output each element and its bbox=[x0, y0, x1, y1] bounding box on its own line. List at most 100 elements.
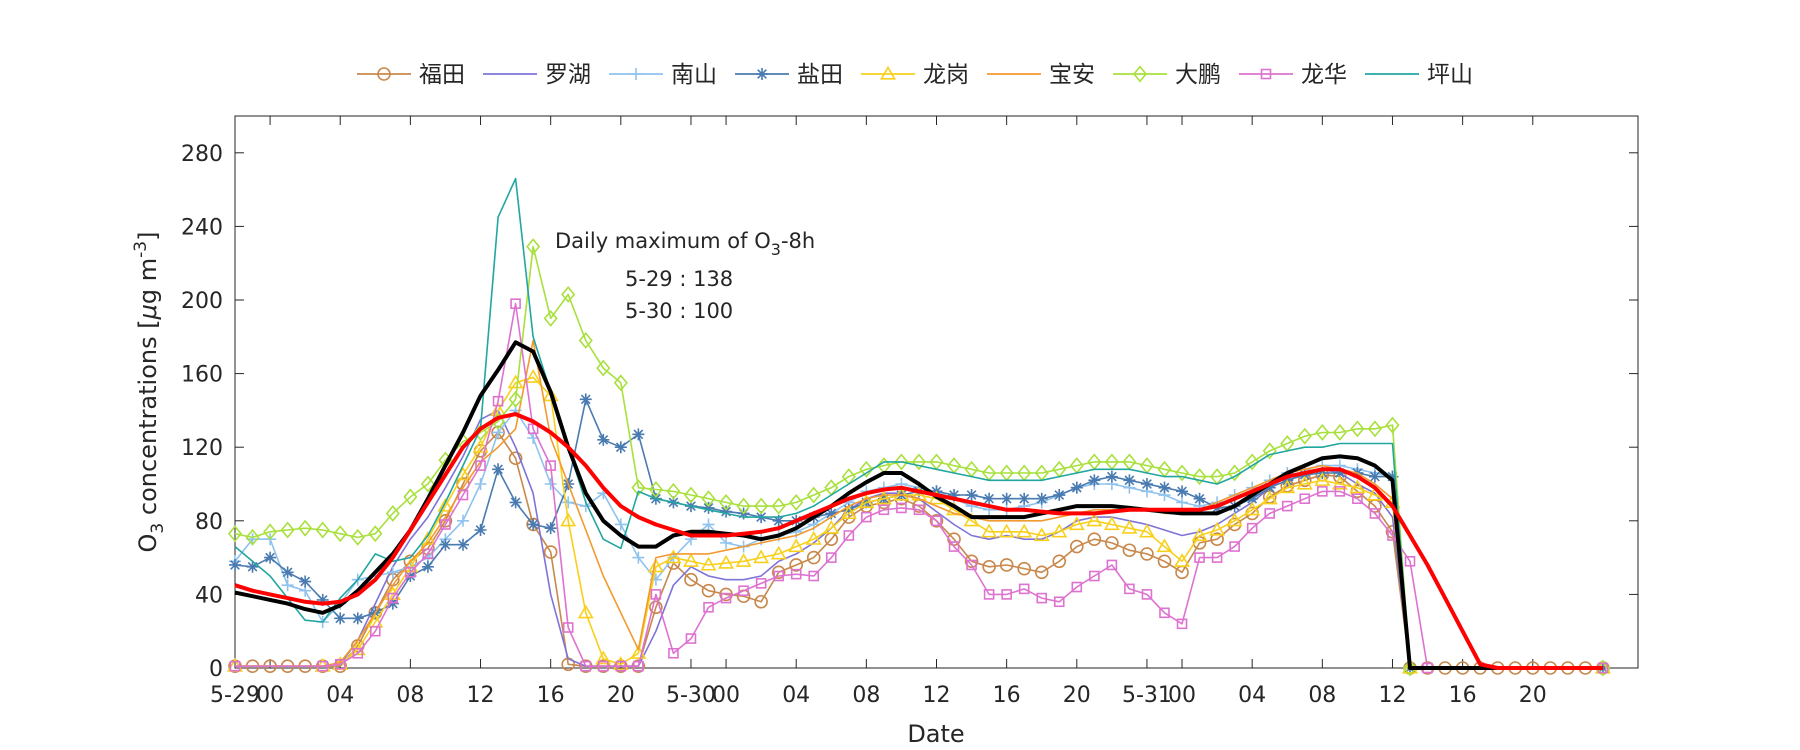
data-point bbox=[718, 554, 735, 569]
data-point bbox=[526, 238, 541, 256]
data-point bbox=[948, 489, 961, 502]
data-point bbox=[422, 548, 434, 560]
data-point bbox=[1402, 659, 1418, 677]
data-point bbox=[1174, 553, 1191, 567]
data-point bbox=[1035, 492, 1048, 505]
y-axis: 0 40 80 120 160 200 240 280 bbox=[181, 142, 1638, 682]
data-point bbox=[1001, 589, 1012, 600]
data-point bbox=[544, 478, 557, 490]
data-point bbox=[544, 522, 557, 535]
data-point bbox=[896, 502, 907, 514]
data-point bbox=[613, 374, 628, 392]
data-point bbox=[1070, 539, 1084, 554]
data-point bbox=[788, 538, 805, 553]
series-line bbox=[234, 412, 1603, 670]
x-tick-label: 00 bbox=[712, 683, 740, 708]
data-point bbox=[1086, 512, 1103, 527]
data-point bbox=[861, 511, 872, 523]
data-point bbox=[1296, 475, 1313, 490]
data-point bbox=[1331, 475, 1348, 490]
data-point bbox=[720, 505, 733, 518]
data-point bbox=[1140, 478, 1153, 490]
data-point bbox=[963, 512, 980, 527]
y-tick-label: 240 bbox=[181, 215, 223, 240]
data-point bbox=[929, 513, 944, 528]
data-point bbox=[542, 387, 559, 402]
data-point bbox=[1246, 492, 1259, 505]
data-point bbox=[1176, 485, 1189, 498]
x-tick-label: 5-29 bbox=[210, 683, 260, 708]
data-point bbox=[880, 65, 896, 80]
data-point bbox=[1052, 554, 1067, 569]
data-point bbox=[1333, 466, 1346, 479]
legend-item: 罗湖 bbox=[483, 62, 591, 88]
data-point bbox=[387, 592, 399, 604]
data-point bbox=[298, 519, 313, 537]
data-point bbox=[1245, 453, 1260, 471]
data-point bbox=[700, 556, 717, 571]
data-point bbox=[1087, 532, 1102, 547]
data-point bbox=[474, 524, 487, 536]
data-point bbox=[1016, 523, 1033, 538]
data-point bbox=[720, 592, 732, 604]
data-point bbox=[1279, 479, 1296, 494]
data-point bbox=[649, 600, 663, 615]
data-point bbox=[806, 486, 821, 504]
data-point bbox=[316, 593, 329, 606]
data-point bbox=[893, 486, 910, 501]
series-line bbox=[234, 177, 1603, 669]
data-point bbox=[1192, 468, 1207, 486]
data-point bbox=[420, 475, 435, 493]
legend-label: 福田 bbox=[419, 62, 465, 88]
data-point bbox=[770, 545, 787, 560]
data-point bbox=[543, 545, 558, 559]
data-point bbox=[315, 521, 330, 539]
data-point bbox=[701, 583, 716, 598]
data-point bbox=[1105, 470, 1118, 483]
data-point bbox=[281, 579, 294, 592]
data-point bbox=[648, 481, 663, 498]
data-point bbox=[1349, 479, 1366, 494]
data-point bbox=[983, 492, 996, 505]
data-point bbox=[612, 656, 629, 670]
x-tick-label: 12 bbox=[923, 683, 951, 708]
series-大鹏 bbox=[227, 238, 1610, 677]
legend-item: 盐田 bbox=[735, 62, 843, 88]
data-point bbox=[948, 541, 960, 552]
data-point bbox=[1088, 474, 1101, 487]
legend-label: 罗湖 bbox=[545, 62, 591, 88]
data-point bbox=[1159, 607, 1170, 619]
data-point bbox=[1070, 481, 1083, 494]
data-point bbox=[719, 493, 734, 511]
data-point bbox=[1262, 442, 1277, 460]
data-point bbox=[753, 549, 770, 564]
x-tick-label: 00 bbox=[256, 683, 284, 708]
data-point bbox=[1053, 489, 1066, 502]
series-龙华 bbox=[229, 298, 1609, 674]
data-point bbox=[1103, 516, 1120, 531]
x-tick-label: 12 bbox=[467, 683, 495, 708]
data-point bbox=[701, 490, 716, 508]
data-point bbox=[754, 594, 768, 609]
data-point bbox=[825, 507, 838, 520]
legend-item: 坪山 bbox=[1365, 62, 1473, 88]
data-point bbox=[702, 501, 715, 514]
annotation-title: Daily maximum of O3-8h bbox=[555, 229, 815, 259]
data-point bbox=[754, 497, 769, 515]
data-point bbox=[1121, 519, 1138, 534]
data-point bbox=[334, 612, 347, 625]
data-point bbox=[1033, 527, 1050, 542]
x-tick-label: 08 bbox=[852, 683, 880, 708]
data-point bbox=[597, 660, 609, 672]
data-point bbox=[1018, 492, 1031, 505]
data-point bbox=[735, 553, 752, 567]
x-tick-label: 04 bbox=[782, 683, 810, 708]
data-point bbox=[1210, 532, 1224, 547]
data-point bbox=[894, 453, 909, 471]
x-axis-label: Date bbox=[907, 720, 964, 748]
data-point bbox=[1051, 523, 1068, 538]
data-point bbox=[1089, 570, 1100, 582]
data-point bbox=[913, 504, 925, 516]
data-point bbox=[756, 68, 768, 80]
data-point bbox=[1176, 618, 1188, 630]
